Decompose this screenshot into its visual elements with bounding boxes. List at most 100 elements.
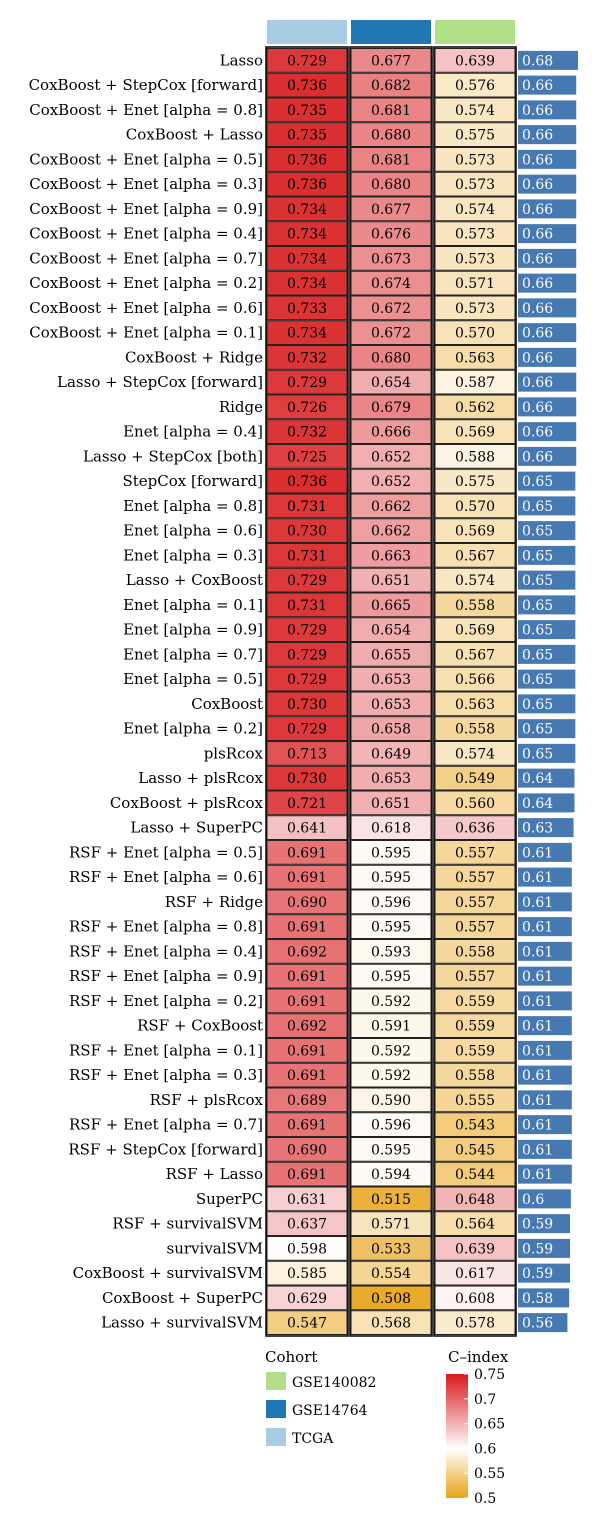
c-index-legend-title: C–index (448, 1348, 509, 1366)
cell-value: 0.736 (287, 78, 327, 94)
heatmap-cell (434, 716, 516, 741)
mean-c-index-bar (518, 1263, 571, 1283)
heatmap-cell (434, 147, 516, 172)
cell-value: 0.692 (287, 944, 327, 960)
mean-c-index-bar (518, 768, 575, 788)
cohort-legend-swatch (266, 1428, 286, 1446)
heatmap-cell (434, 419, 516, 444)
mean-c-index-label: 0.65 (522, 672, 553, 688)
mean-c-index-label: 0.61 (522, 1167, 553, 1183)
cell-value: 0.573 (455, 177, 495, 193)
heatmap-cell (434, 221, 516, 246)
cell-value: 0.680 (371, 128, 411, 144)
row-label: Enet [alpha = 0.1] (123, 596, 263, 614)
heatmap-cell (350, 1062, 432, 1088)
heatmap-cell (350, 518, 432, 543)
cell-value: 0.574 (455, 202, 495, 218)
cell-value: 0.679 (371, 400, 411, 416)
heatmap-cell (434, 97, 516, 123)
row-label: Lasso + StepCox [both] (83, 447, 263, 465)
cell-value: 0.730 (287, 771, 327, 787)
heatmap-cell (266, 1260, 348, 1286)
mean-c-index-bar (518, 224, 577, 244)
row-label: RSF + Enet [alpha = 0.2] (69, 992, 263, 1010)
scale-tick-label: 0.55 (474, 1466, 505, 1482)
heatmap-cell (266, 1013, 348, 1038)
heatmap-cell (434, 369, 516, 395)
row-label: RSF + Enet [alpha = 0.6] (69, 868, 263, 886)
cell-value: 0.618 (371, 821, 411, 837)
heatmap-cell (434, 295, 516, 321)
heatmap-cell (350, 543, 432, 568)
cell-value: 0.639 (455, 53, 495, 69)
cell-value: 0.729 (287, 573, 327, 589)
cell-value: 0.573 (455, 301, 495, 317)
cell-value: 0.559 (455, 1019, 495, 1035)
heatmap-cell (266, 567, 348, 593)
cell-value: 0.649 (371, 746, 411, 762)
heatmap-cell (266, 1310, 348, 1335)
row-label: Lasso + StepCox [forward] (57, 373, 263, 391)
cell-value: 0.574 (455, 573, 495, 589)
cell-value: 0.557 (455, 895, 495, 911)
cell-value: 0.557 (455, 845, 495, 861)
mean-c-index-label: 0.65 (522, 598, 553, 614)
mean-c-index-bar (518, 1214, 571, 1234)
heatmap-cell (266, 419, 348, 444)
heatmap-cell (350, 1112, 432, 1137)
heatmap-cell (434, 444, 516, 469)
heatmap-cell (266, 815, 348, 840)
mean-c-index-bar (518, 1313, 568, 1333)
cell-value: 0.571 (371, 1217, 411, 1233)
heatmap-cell (266, 147, 348, 172)
heatmap-cell (350, 1285, 432, 1311)
heatmap-cell (350, 48, 432, 73)
cell-value: 0.662 (371, 499, 411, 515)
cell-value: 0.549 (455, 771, 495, 787)
heatmap-cell (266, 988, 348, 1014)
heatmap-cell (434, 493, 516, 519)
row-label: CoxBoost + plsRcox (110, 794, 264, 812)
row-label: RSF + StepCox [forward] (68, 1140, 263, 1158)
mean-c-index-label: 0.65 (522, 722, 553, 738)
heatmap-cell (350, 1186, 432, 1212)
mean-c-index-label: 0.61 (522, 944, 553, 960)
cell-value: 0.652 (371, 449, 411, 465)
heatmap-cell (350, 939, 432, 964)
heatmap-cell (350, 617, 432, 642)
heatmap-cell (266, 963, 348, 989)
mean-c-index-bar (518, 372, 577, 392)
cell-value: 0.731 (287, 548, 327, 564)
heatmap-cell (266, 122, 348, 147)
cell-value: 0.729 (287, 375, 327, 391)
heatmap-cell (350, 1013, 432, 1038)
cell-value: 0.732 (287, 350, 327, 366)
mean-c-index-label: 0.61 (522, 1093, 553, 1109)
cell-value: 0.654 (371, 623, 411, 639)
cell-value: 0.729 (287, 672, 327, 688)
heatmap-cell (434, 246, 516, 271)
cell-value: 0.563 (455, 350, 495, 366)
scale-tick-label: 0.65 (474, 1417, 505, 1433)
cell-value: 0.563 (455, 697, 495, 713)
cell-value: 0.641 (287, 821, 327, 837)
mean-c-index-label: 0.66 (522, 449, 553, 465)
cell-value: 0.555 (455, 1093, 495, 1109)
mean-c-index-bar (518, 1238, 571, 1258)
row-label: CoxBoost + Enet [alpha = 0.6] (29, 299, 263, 317)
mean-c-index-bar (518, 50, 578, 70)
mean-c-index-label: 0.66 (522, 78, 553, 94)
heatmap-cell (434, 394, 516, 420)
cell-value: 0.713 (287, 746, 327, 762)
cell-value: 0.690 (287, 895, 327, 911)
heatmap-cell (434, 1112, 516, 1137)
heatmap-cell (434, 790, 516, 816)
cell-value: 0.734 (287, 326, 327, 342)
row-label: CoxBoost + Ridge (125, 348, 263, 366)
row-label: RSF + Ridge (165, 893, 263, 911)
heatmap-cell (350, 765, 432, 791)
row-label: StepCox [forward] (122, 472, 263, 490)
cell-value: 0.596 (371, 895, 411, 911)
mean-c-index-bar (518, 521, 576, 541)
cell-value: 0.590 (371, 1093, 411, 1109)
